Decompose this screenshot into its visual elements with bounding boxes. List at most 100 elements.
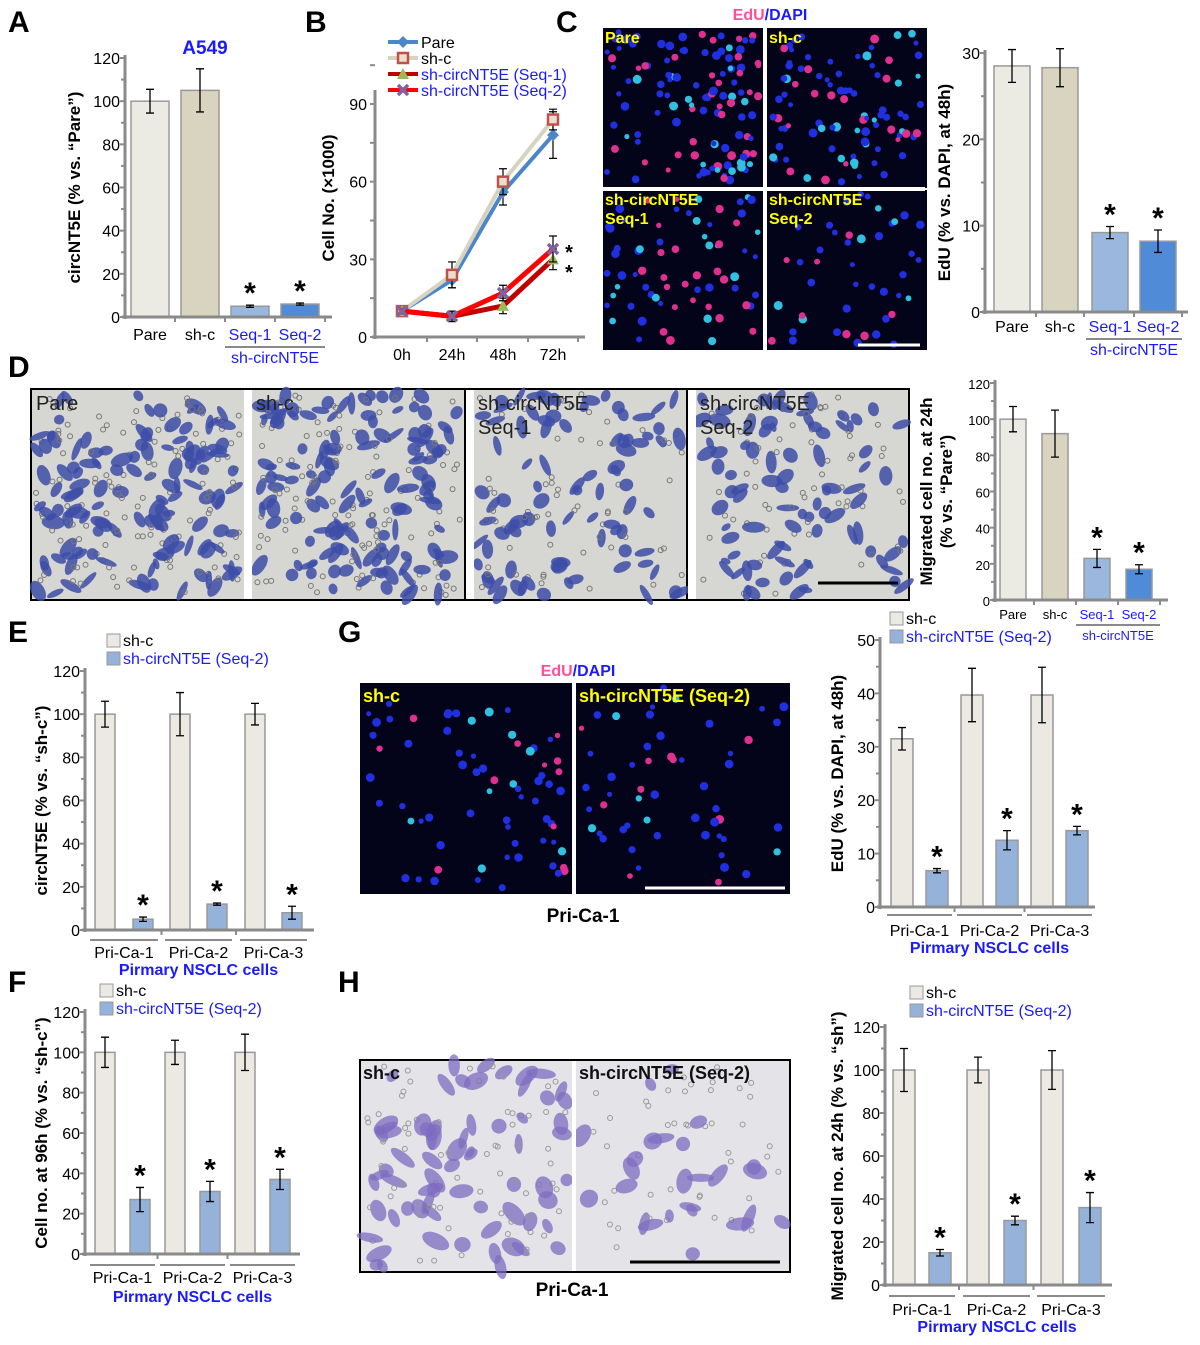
error-bar bbox=[1003, 829, 1011, 851]
nucleus bbox=[767, 336, 776, 345]
pore bbox=[166, 557, 173, 564]
nucleus bbox=[715, 240, 724, 249]
pore bbox=[174, 411, 181, 418]
cell bbox=[623, 495, 637, 516]
pore bbox=[715, 488, 722, 495]
pore bbox=[211, 564, 218, 571]
nucleus bbox=[696, 172, 702, 179]
cell bbox=[480, 1220, 502, 1239]
nucleus bbox=[599, 834, 607, 843]
bar bbox=[960, 694, 984, 908]
pore bbox=[432, 559, 439, 566]
cell bbox=[167, 491, 183, 502]
cell bbox=[279, 386, 292, 406]
nucleus bbox=[900, 211, 909, 220]
nucleus bbox=[631, 175, 640, 184]
nucleus bbox=[636, 336, 643, 343]
pore bbox=[431, 1257, 438, 1264]
pore bbox=[681, 1088, 688, 1095]
cell bbox=[80, 431, 92, 449]
pore bbox=[847, 455, 854, 462]
nucleus bbox=[874, 205, 882, 212]
x-tick-label: Seq-1 bbox=[1080, 607, 1115, 622]
y-tick-label: 10 bbox=[962, 219, 980, 236]
cell bbox=[757, 393, 771, 407]
pore bbox=[678, 572, 685, 579]
pore bbox=[431, 439, 438, 446]
pore bbox=[64, 503, 71, 510]
cell bbox=[184, 457, 196, 470]
pore bbox=[264, 536, 271, 543]
nucleus bbox=[824, 77, 830, 83]
cell bbox=[521, 576, 536, 591]
cell bbox=[285, 568, 299, 582]
label-line: Pare bbox=[36, 393, 78, 415]
nucleus bbox=[728, 167, 736, 176]
nucleus bbox=[611, 34, 620, 43]
bar bbox=[94, 713, 116, 931]
cell bbox=[880, 564, 903, 576]
pore bbox=[609, 440, 616, 447]
pore bbox=[307, 463, 314, 470]
cell bbox=[526, 1068, 556, 1079]
significance-star: * bbox=[1084, 1165, 1096, 1198]
cell bbox=[299, 561, 318, 570]
nucleus bbox=[627, 873, 633, 879]
nucleus bbox=[443, 726, 452, 735]
pore bbox=[254, 579, 261, 586]
dapi-label: DAPI bbox=[577, 663, 615, 680]
pore bbox=[451, 466, 458, 473]
pore bbox=[665, 1087, 672, 1094]
nucleus bbox=[553, 757, 562, 765]
image-label: sh-circNT5E Seq-2 bbox=[700, 393, 810, 439]
pore bbox=[880, 445, 887, 452]
cell bbox=[369, 1169, 389, 1181]
cell bbox=[264, 471, 278, 484]
nucleus bbox=[604, 169, 610, 175]
pore bbox=[437, 1204, 444, 1211]
x-tick-label: sh-c bbox=[1043, 607, 1068, 622]
nucleus bbox=[914, 51, 923, 60]
pore bbox=[685, 1122, 692, 1129]
cell bbox=[67, 461, 80, 474]
pore bbox=[622, 533, 629, 540]
pore bbox=[748, 1079, 755, 1086]
pore bbox=[553, 492, 560, 499]
pore bbox=[378, 1163, 385, 1170]
nucleus bbox=[620, 102, 630, 111]
cell bbox=[333, 518, 345, 532]
pore bbox=[804, 518, 811, 525]
pore bbox=[753, 404, 760, 411]
nucleus bbox=[709, 86, 718, 96]
nucleus bbox=[864, 115, 870, 121]
cell bbox=[858, 445, 873, 459]
nucleus bbox=[385, 700, 393, 708]
nucleus bbox=[578, 725, 585, 731]
nucleus bbox=[748, 111, 757, 120]
pore bbox=[126, 577, 133, 584]
nucleus bbox=[554, 732, 561, 739]
cell bbox=[755, 577, 770, 588]
y-tick-label: 40 bbox=[62, 837, 80, 854]
pore bbox=[103, 510, 110, 517]
nucleus bbox=[827, 58, 834, 65]
pore bbox=[808, 439, 815, 446]
cell bbox=[144, 403, 155, 417]
pore bbox=[386, 517, 393, 524]
pore bbox=[350, 551, 357, 558]
nucleus bbox=[736, 69, 744, 77]
nucleus bbox=[375, 799, 383, 807]
cell bbox=[803, 558, 814, 569]
cell bbox=[495, 1065, 513, 1080]
nucleus bbox=[775, 142, 784, 151]
nucleus bbox=[775, 95, 783, 104]
nucleus bbox=[615, 29, 622, 36]
pore bbox=[147, 531, 154, 538]
y-tick-label: 0 bbox=[866, 900, 875, 917]
edu-dapi-title: EdU/DAPI bbox=[541, 663, 616, 680]
pore bbox=[381, 1063, 388, 1070]
pore bbox=[362, 396, 369, 403]
cell bbox=[413, 564, 431, 575]
nucleus bbox=[610, 292, 617, 299]
nucleus bbox=[720, 862, 730, 872]
